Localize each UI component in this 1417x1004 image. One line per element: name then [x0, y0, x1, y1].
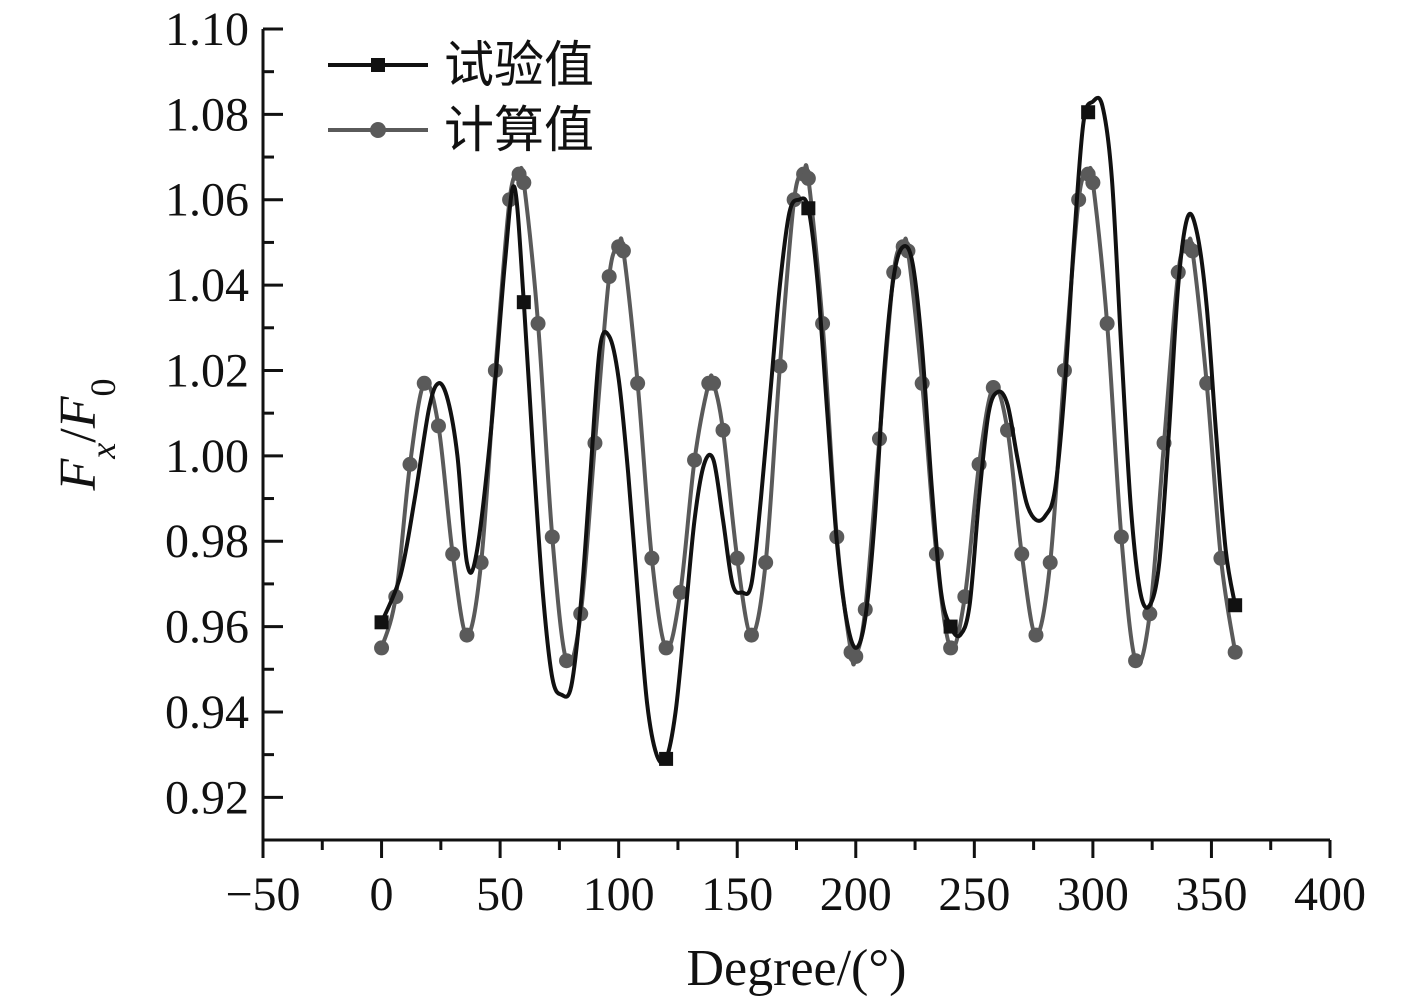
series-point — [1128, 653, 1144, 669]
y-title-slash: / — [50, 428, 107, 443]
x-tick-label: 350 — [1175, 868, 1247, 921]
series-line — [379, 163, 1238, 667]
x-tick-label: 50 — [476, 868, 524, 921]
y-tick-label: 0.92 — [165, 771, 249, 824]
series-point — [729, 550, 745, 566]
x-tick-label: 300 — [1057, 868, 1129, 921]
series-point — [516, 295, 531, 310]
series-point — [402, 456, 418, 472]
series-point — [914, 375, 930, 391]
series-point — [658, 640, 674, 656]
y-tick-label: 1.00 — [165, 430, 249, 483]
legend-label: 试验值 — [444, 36, 594, 94]
legend-marker — [370, 122, 386, 138]
x-tick-label: 150 — [701, 868, 773, 921]
axes: 0.92 0.94 0.96 0.98 1.00 1.02 1.04 1.06 1.08 1.10… — [165, 3, 1366, 921]
legend-marker — [371, 58, 385, 72]
series-point — [644, 550, 660, 566]
x-tick-label: 100 — [583, 868, 655, 921]
series-point — [601, 269, 617, 285]
series-point — [544, 529, 560, 545]
series-point — [1081, 105, 1096, 120]
y-title-sub2: 0 — [83, 379, 123, 397]
series-point — [715, 422, 731, 438]
y-tick-label: 0.96 — [165, 601, 249, 654]
y-title-base1: F — [50, 457, 107, 491]
series-point — [1014, 546, 1030, 562]
series-point — [758, 555, 774, 571]
series-point — [687, 452, 703, 468]
series-point — [1099, 316, 1115, 332]
series-point — [943, 619, 958, 634]
series-layer — [374, 95, 1243, 766]
y-tick-label: 1.02 — [165, 344, 249, 397]
series-point — [801, 201, 816, 216]
series-point — [1227, 644, 1243, 660]
x-tick-label: −50 — [225, 868, 300, 921]
series-point — [459, 627, 475, 643]
y-tick-label: 1.04 — [165, 259, 249, 312]
series-point — [672, 584, 688, 600]
series-point — [659, 751, 674, 766]
axis-titles: Degree/(°) Fx/F0 — [50, 379, 906, 997]
series-point — [1028, 627, 1044, 643]
series-point — [416, 375, 432, 391]
series-point — [445, 546, 461, 562]
series-1 — [374, 163, 1243, 669]
legend-label: 计算值 — [444, 101, 594, 159]
series-point — [1142, 606, 1158, 622]
x-tick-label: 200 — [820, 868, 892, 921]
legend-entry-1: 计算值 — [328, 101, 594, 159]
series-point — [1042, 555, 1058, 571]
series-0 — [374, 95, 1243, 766]
legend-entry-0: 试验值 — [328, 36, 594, 94]
y-tick-label: 0.98 — [165, 515, 249, 568]
x-tick-label: 250 — [938, 868, 1010, 921]
series-point — [706, 375, 722, 391]
series-point — [1228, 598, 1243, 613]
series-point — [1085, 175, 1101, 191]
y-tick-label: 1.10 — [165, 3, 249, 56]
x-tick-label: 0 — [370, 868, 394, 921]
series-point — [587, 435, 603, 451]
series-point — [430, 418, 446, 434]
y-tick-label: 1.06 — [165, 174, 249, 227]
y-tick-label: 1.08 — [165, 88, 249, 141]
series-point — [615, 243, 631, 259]
y-title-sub1: x — [83, 443, 123, 460]
series-point — [530, 316, 546, 332]
series-point — [559, 653, 575, 669]
series-point — [374, 615, 389, 630]
y-title-base2: F — [50, 395, 107, 429]
series-point — [374, 640, 390, 656]
series-point — [772, 358, 788, 374]
series-line — [379, 95, 1238, 766]
series-point — [848, 648, 864, 664]
series-point — [943, 640, 959, 656]
series-point — [1184, 243, 1200, 259]
series-point — [800, 170, 816, 186]
x-tick-label: 400 — [1294, 868, 1366, 921]
series-point — [516, 175, 532, 191]
y-tick-label: 0.94 — [165, 686, 249, 739]
series-point — [630, 375, 646, 391]
series-point — [743, 627, 759, 643]
x-axis-title: Degree/(°) — [687, 940, 907, 997]
y-axis-title: Fx/F0 — [50, 379, 123, 492]
series-point — [1113, 529, 1129, 545]
